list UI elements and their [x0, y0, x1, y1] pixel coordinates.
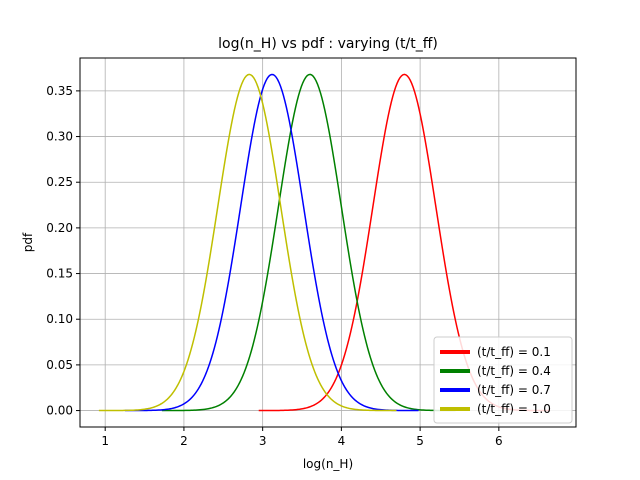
- series-line-2: [124, 73, 419, 412]
- legend-label-2: (t/t_ff) = 0.7: [477, 383, 551, 397]
- y-tick-label: 0.25: [46, 175, 73, 189]
- y-tick-label: 0.20: [46, 221, 73, 235]
- series-line-1: [161, 73, 456, 412]
- ticks: 1 2 3 4 5 6 0.00 0.05 0.10 0.15 0.20 0.25 0.30 0.35: [46, 84, 502, 448]
- legend-label-1: (t/t_ff) = 0.4: [477, 364, 551, 378]
- x-tick-label: 2: [180, 434, 188, 448]
- axes-frame: [79, 57, 577, 428]
- y-tick-label: 0.35: [46, 84, 73, 98]
- x-tick-label: 5: [416, 434, 424, 448]
- y-axis-label: pdf: [21, 232, 35, 252]
- chart-title: log(n_H) vs pdf : varying (t/t_ff): [218, 36, 438, 52]
- x-tick-label: 6: [495, 434, 503, 448]
- y-tick-label: 0.00: [46, 404, 73, 418]
- grid: [80, 58, 576, 427]
- legend-box: [433, 336, 573, 424]
- x-axis-label: log(n_H): [303, 457, 353, 471]
- x-tick-label: 1: [101, 434, 109, 448]
- x-tick-label: 3: [259, 434, 267, 448]
- y-tick-label: 0.05: [46, 358, 73, 372]
- series-line-3: [98, 73, 397, 412]
- y-tick-label: 0.30: [46, 130, 73, 144]
- x-tick-label: 4: [338, 434, 346, 448]
- legend: (t/t_ff) = 0.1 (t/t_ff) = 0.4 (t/t_ff) = 0…: [433, 336, 573, 424]
- legend-label-0: (t/t_ff) = 0.1: [477, 345, 551, 359]
- legend-label-3: (t/t_ff) = 1.0: [477, 402, 551, 416]
- y-tick-label: 0.10: [46, 312, 73, 326]
- y-tick-label: 0.15: [46, 267, 73, 281]
